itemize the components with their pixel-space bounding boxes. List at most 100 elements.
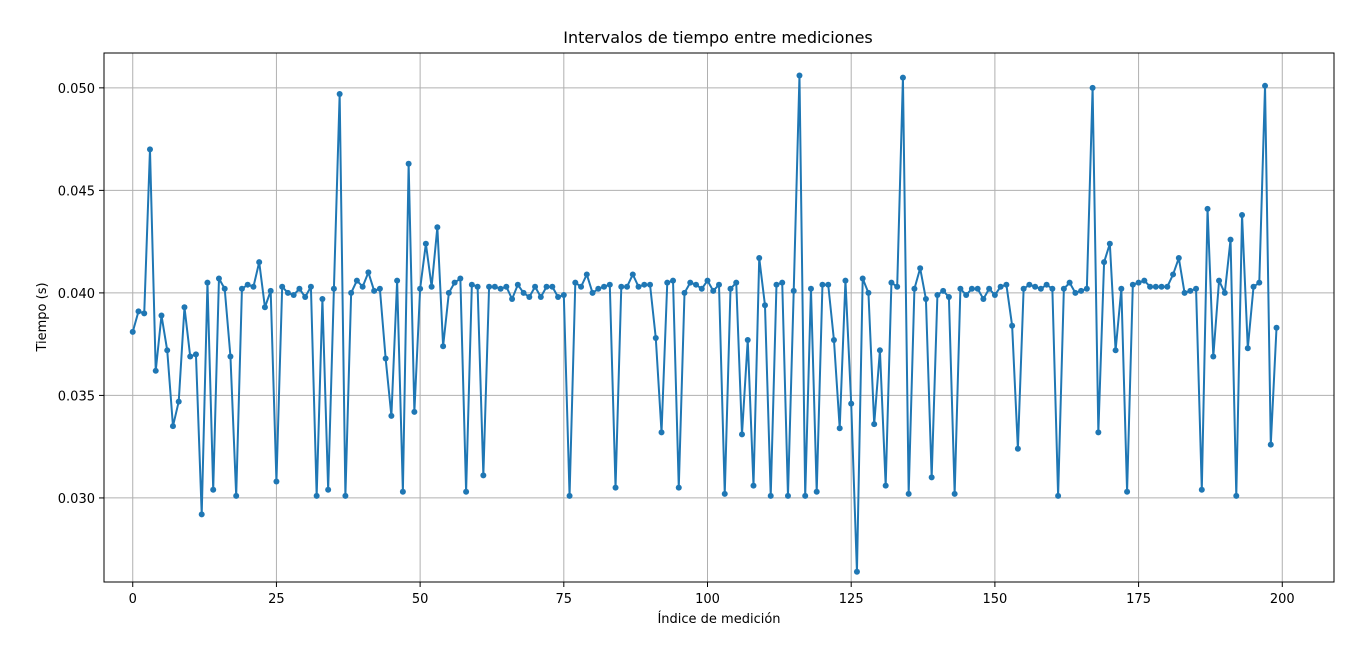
data-point — [813, 488, 820, 495]
data-point — [261, 304, 268, 311]
data-point — [1239, 211, 1246, 218]
data-point — [417, 285, 424, 292]
data-point — [348, 289, 355, 296]
data-point — [474, 283, 481, 290]
data-point — [141, 310, 148, 317]
data-point — [146, 146, 153, 153]
data-point — [394, 277, 401, 284]
data-point — [233, 492, 240, 499]
data-point — [1009, 322, 1016, 329]
y-axis-label: Tiempo (s) — [35, 282, 50, 352]
data-point — [934, 291, 941, 298]
data-point — [325, 486, 332, 493]
x-tick-label: 175 — [1126, 592, 1151, 607]
data-point — [152, 367, 159, 374]
data-point — [158, 312, 165, 319]
data-point — [922, 296, 929, 303]
data-point — [353, 277, 360, 284]
data-point — [1204, 205, 1211, 212]
x-tick-label: 125 — [839, 592, 864, 607]
data-point — [549, 283, 556, 290]
data-point — [629, 271, 636, 278]
data-point — [807, 285, 814, 292]
x-tick-label: 25 — [268, 592, 285, 607]
data-point — [687, 279, 694, 286]
data-point — [313, 492, 320, 499]
data-point — [204, 279, 211, 286]
data-point — [940, 287, 947, 294]
data-point — [945, 294, 952, 300]
data-point — [1112, 347, 1119, 354]
data-point — [1244, 345, 1251, 352]
data-point — [595, 285, 602, 292]
data-point — [543, 283, 550, 290]
data-point — [675, 484, 682, 491]
data-point — [825, 281, 832, 288]
data-point — [652, 335, 659, 341]
data-point — [486, 283, 493, 290]
data-point — [727, 285, 734, 292]
data-point — [302, 294, 309, 300]
data-point — [244, 281, 251, 288]
data-point — [215, 275, 222, 282]
y-tick-label: 0.035 — [58, 389, 95, 404]
data-point — [440, 343, 447, 350]
chart-title: Intervalos de tiempo entre mediciones — [563, 28, 873, 47]
data-point — [164, 347, 171, 354]
data-point — [555, 294, 562, 300]
data-point — [1198, 486, 1205, 493]
data-point — [968, 285, 975, 292]
data-point — [1101, 259, 1108, 266]
y-tick-label: 0.030 — [58, 492, 95, 507]
data-point — [1129, 281, 1136, 288]
data-point — [635, 283, 642, 290]
data-point — [1089, 84, 1096, 91]
data-point — [1210, 353, 1217, 360]
x-axis-label: Índice de medición — [657, 611, 780, 627]
x-tick-label: 75 — [556, 592, 573, 607]
data-point — [980, 296, 987, 303]
data-point — [670, 277, 677, 284]
data-point — [175, 398, 182, 405]
data-point — [612, 484, 619, 491]
data-point — [589, 289, 596, 296]
data-point — [169, 423, 176, 430]
data-point — [503, 283, 510, 290]
data-point — [1049, 285, 1056, 292]
series-group — [129, 72, 1280, 575]
y-tick-label: 0.040 — [58, 287, 95, 302]
data-point — [267, 287, 274, 294]
x-tick-label: 150 — [982, 592, 1007, 607]
data-point — [560, 291, 567, 298]
data-point — [238, 285, 245, 292]
data-point — [181, 304, 188, 311]
data-point — [802, 492, 809, 499]
x-axis-ticks: 0 25 50 75 100 125 150 175 200 — [129, 582, 1295, 607]
data-point — [566, 492, 573, 499]
x-tick-label: 200 — [1270, 592, 1295, 607]
data-point — [578, 283, 585, 290]
data-point — [997, 283, 1004, 290]
data-point — [779, 279, 786, 286]
data-point — [1135, 279, 1142, 286]
data-point — [422, 240, 429, 247]
data-point — [583, 271, 590, 278]
x-tick-label: 50 — [412, 592, 429, 607]
data-point — [1262, 82, 1269, 89]
data-point — [744, 337, 751, 344]
x-tick-label: 0 — [129, 592, 137, 607]
data-point — [1147, 283, 1154, 290]
data-point — [836, 425, 843, 432]
data-point — [210, 486, 217, 493]
data-point — [1014, 445, 1021, 452]
data-point — [894, 283, 901, 290]
data-point — [1106, 240, 1113, 247]
data-point — [1158, 283, 1165, 290]
data-point — [773, 281, 780, 288]
data-point — [888, 279, 895, 286]
data-point — [399, 488, 406, 495]
data-point — [1124, 488, 1131, 495]
data-point — [1152, 283, 1159, 290]
data-point — [1187, 287, 1194, 294]
